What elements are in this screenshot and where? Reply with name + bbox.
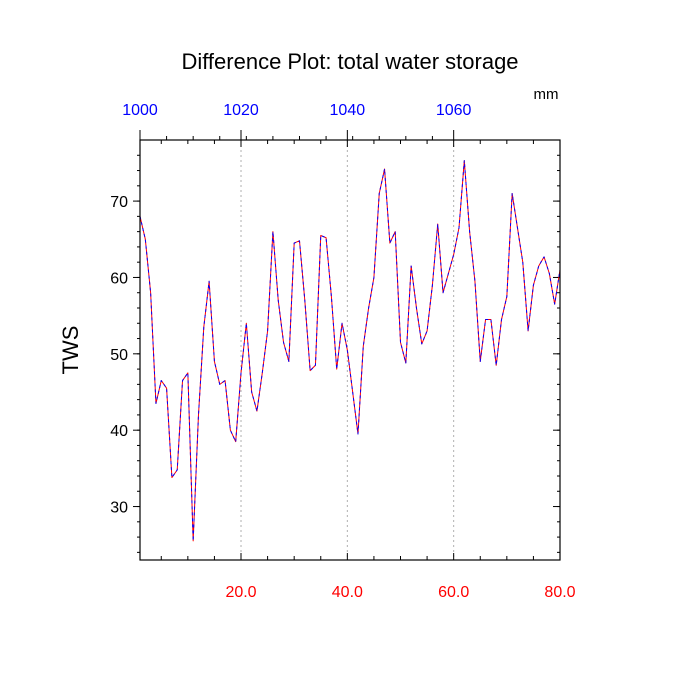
top-axis-unit-label: mm	[534, 86, 559, 103]
series-red-line	[139, 160, 561, 542]
axis-ticks	[133, 130, 560, 560]
bottom-tick-label: 80.0	[544, 584, 575, 601]
left-tick-label: 30	[110, 500, 128, 517]
left-tick-label: 50	[110, 347, 128, 364]
top-tick-label: 1020	[223, 102, 259, 119]
axis-tick-labels: 30 40 50 60 70 20.0 40.0 60.0 80.0 1000 1020 1040 10…	[110, 102, 575, 601]
top-tick-label: 1060	[436, 102, 472, 119]
left-tick-label: 60	[110, 270, 128, 287]
left-tick-label: 40	[110, 423, 128, 440]
left-tick-label: 70	[110, 194, 128, 211]
chart-title: Difference Plot: total water storage	[181, 49, 518, 74]
bottom-tick-label: 20.0	[225, 584, 256, 601]
top-tick-label: 1000	[122, 102, 158, 119]
series-blue-line	[139, 160, 561, 542]
bottom-tick-label: 40.0	[332, 584, 363, 601]
bottom-tick-label: 60.0	[438, 584, 469, 601]
plot-frame	[139, 139, 561, 561]
top-tick-label: 1040	[330, 102, 366, 119]
y-axis-label: TWS	[58, 326, 83, 375]
data-series	[139, 160, 561, 542]
